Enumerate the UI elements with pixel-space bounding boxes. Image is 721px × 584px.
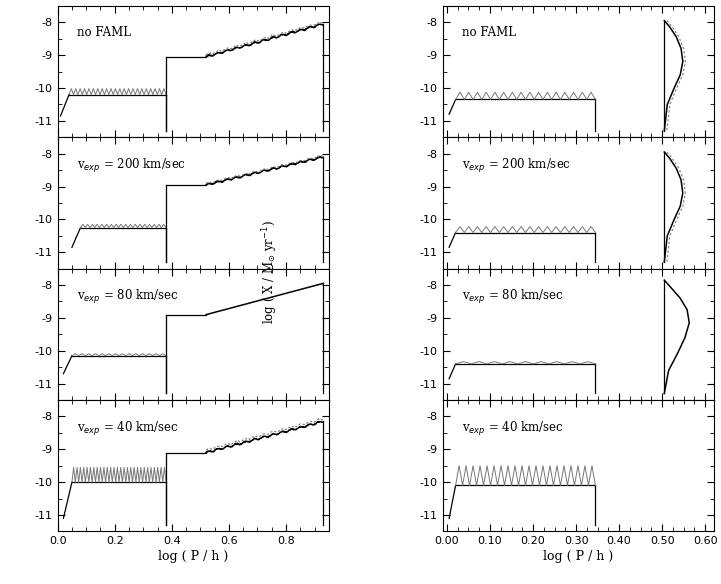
Text: v$_{exp}$ = 200 km/sec: v$_{exp}$ = 200 km/sec [76, 157, 186, 175]
X-axis label: log ( P / h ): log ( P / h ) [543, 551, 614, 564]
Text: v$_{exp}$ = 40 km/sec: v$_{exp}$ = 40 km/sec [461, 420, 563, 438]
Text: v$_{exp}$ = 40 km/sec: v$_{exp}$ = 40 km/sec [76, 420, 178, 438]
Text: no FAML: no FAML [76, 26, 131, 39]
X-axis label: log ( P / h ): log ( P / h ) [158, 551, 229, 564]
Text: log ( X / M$_{\odot}$ yr$^{-1}$): log ( X / M$_{\odot}$ yr$^{-1}$) [260, 220, 280, 324]
Text: v$_{exp}$ = 200 km/sec: v$_{exp}$ = 200 km/sec [461, 157, 571, 175]
Text: v$_{exp}$ = 80 km/sec: v$_{exp}$ = 80 km/sec [461, 288, 563, 307]
Text: v$_{exp}$ = 80 km/sec: v$_{exp}$ = 80 km/sec [76, 288, 178, 307]
Text: no FAML: no FAML [461, 26, 516, 39]
